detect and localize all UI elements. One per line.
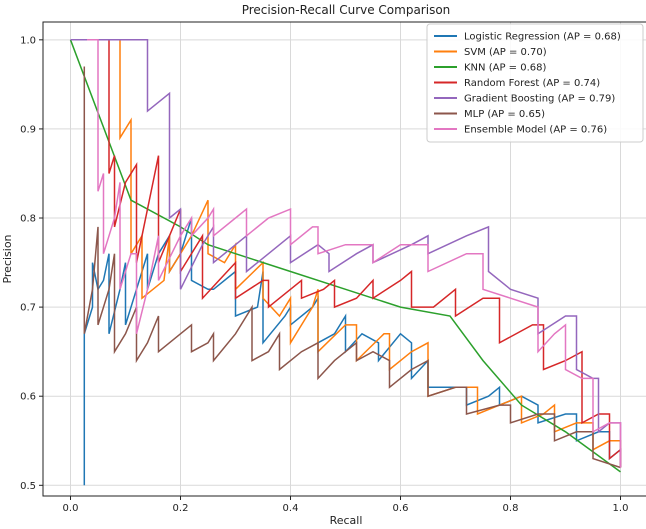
series-line-6 (83, 66, 621, 469)
series-line-2 (98, 39, 622, 468)
chart-title: Precision-Recall Curve Comparison (242, 3, 451, 17)
x-tick-label: 1.0 (613, 503, 629, 514)
y-tick-label: 1.0 (20, 35, 36, 46)
series-lines (69, 39, 622, 486)
y-axis-ticks: 0.5 0.6 0.7 0.8 0.9 1.0 (20, 35, 43, 492)
x-tick-label: 0.4 (283, 503, 299, 514)
legend-items: Logistic Regression (AP = 0.68) SVM (AP =… (434, 32, 621, 136)
y-axis-label: Precision (1, 234, 14, 283)
y-tick-label: 0.7 (20, 303, 36, 314)
y-tick-label: 0.6 (20, 392, 36, 403)
series-line-1 (83, 217, 622, 486)
series-line-7 (87, 39, 622, 468)
legend-label: Random Forest (AP = 0.74) (464, 78, 600, 89)
y-tick-label: 0.9 (20, 124, 36, 135)
x-axis-label: Recall (330, 514, 363, 527)
legend-label: SVM (AP = 0.70) (464, 47, 547, 58)
x-tick-label: 0.8 (503, 503, 519, 514)
legend-box (426, 23, 644, 143)
legend-label: MLP (AP = 0.65) (464, 109, 545, 120)
legend-label: Ensemble Model (AP = 0.76) (464, 125, 607, 136)
x-tick-label: 0.0 (63, 503, 79, 514)
series-line-4 (108, 39, 622, 468)
legend: Logistic Regression (AP = 0.68) SVM (AP =… (426, 23, 644, 143)
x-axis-ticks: 0.0 0.2 0.4 0.6 0.8 1.0 (63, 496, 629, 514)
y-tick-label: 0.5 (20, 481, 36, 492)
series-line-5 (70, 39, 622, 468)
legend-label: Logistic Regression (AP = 0.68) (464, 32, 621, 43)
x-tick-label: 0.2 (173, 503, 189, 514)
plot-frame (42, 21, 646, 497)
legend-label: Gradient Boosting (AP = 0.79) (464, 94, 615, 105)
legend-label: KNN (AP = 0.68) (464, 63, 546, 74)
y-tick-label: 0.8 (20, 214, 36, 225)
x-tick-label: 0.6 (393, 503, 409, 514)
